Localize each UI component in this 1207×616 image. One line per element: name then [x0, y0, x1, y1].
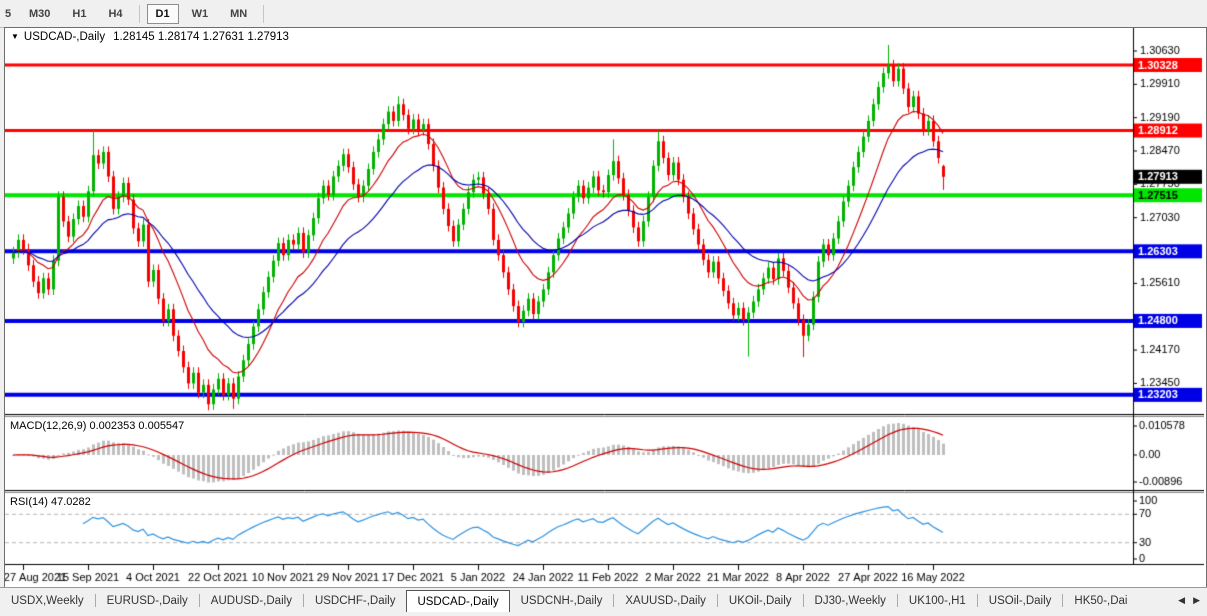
toolbar-separator: [138, 4, 140, 23]
timeframe-m30-button[interactable]: M30: [29, 7, 51, 20]
tab-separator: [802, 594, 804, 607]
tab-audusd-daily[interactable]: AUDUSD-,Daily: [210, 595, 292, 607]
tab-separator: [613, 594, 615, 607]
tab-usdcnh-daily[interactable]: USDCNH-,Daily: [520, 595, 603, 607]
tab-separator: [198, 594, 200, 607]
tab-hk50[interactable]: HK50-,Daily: [1074, 595, 1128, 607]
tab-usoil-daily[interactable]: USOil-,Daily: [988, 595, 1052, 607]
tab-scroll-right-icon[interactable]: ▶: [1193, 595, 1200, 605]
timeframe-toolbar: 5 M30 H1 H4 D1 W1 MN: [0, 0, 1207, 28]
macd-indicator-label: MACD(12,26,9) 0.002353 0.005547: [10, 420, 185, 432]
tab-usdchf-daily[interactable]: USDCHF-,Daily: [314, 595, 396, 607]
timeframe-h1-button[interactable]: H1: [72, 7, 87, 20]
tab-separator: [976, 594, 978, 607]
timeframe-mn-button[interactable]: MN: [230, 7, 248, 20]
chart-symbol-label: USDCAD-,Daily: [23, 31, 106, 43]
symbol-tab-bar: USDX,Weekly EURUSD-,Daily AUDUSD-,Daily …: [0, 587, 1207, 614]
tab-dj30-weekly[interactable]: DJ30-,Weekly: [814, 595, 886, 607]
tab-separator: [94, 594, 96, 607]
timeframe-m5-button[interactable]: 5: [5, 7, 12, 20]
timeframe-d1-button[interactable]: D1: [146, 3, 179, 24]
tab-separator: [716, 594, 718, 607]
tab-uk100-h1[interactable]: UK100-,H1: [908, 595, 966, 607]
tab-xauusd-daily[interactable]: XAUUSD-,Daily: [625, 595, 706, 607]
tab-usdcad-daily[interactable]: USDCAD-,Daily: [406, 590, 510, 614]
tab-usdx-weekly[interactable]: USDX,Weekly: [11, 595, 84, 607]
toolbar-separator: [263, 4, 265, 23]
tab-separator: [302, 594, 304, 607]
price-chart-canvas[interactable]: [5, 28, 1204, 586]
tab-scroll-controls: ◀ ▶: [1174, 588, 1207, 613]
tab-separator: [896, 594, 898, 607]
tab-ukoil-daily[interactable]: UKOil-,Daily: [728, 595, 792, 607]
rsi-indicator-label: RSI(14) 47.0282: [10, 496, 91, 508]
chart-ohlc-values: 1.28145 1.28174 1.27631 1.27913: [113, 31, 289, 43]
chart-menu-icon[interactable]: ▼: [11, 32, 19, 41]
timeframe-w1-button[interactable]: W1: [191, 7, 209, 20]
chart-title: ▼ USDCAD-,Daily 1.28145 1.28174 1.27631 1.…: [11, 31, 289, 43]
timeframe-h4-button[interactable]: H4: [108, 7, 123, 20]
status-strip: [0, 612, 1207, 616]
tab-separator: [1062, 594, 1064, 607]
chart-window: ▼ USDCAD-,Daily 1.28145 1.28174 1.27631 1.…: [4, 27, 1207, 589]
tab-eurusd-daily[interactable]: EURUSD-,Daily: [106, 595, 188, 607]
tab-scroll-left-icon[interactable]: ◀: [1178, 595, 1186, 605]
